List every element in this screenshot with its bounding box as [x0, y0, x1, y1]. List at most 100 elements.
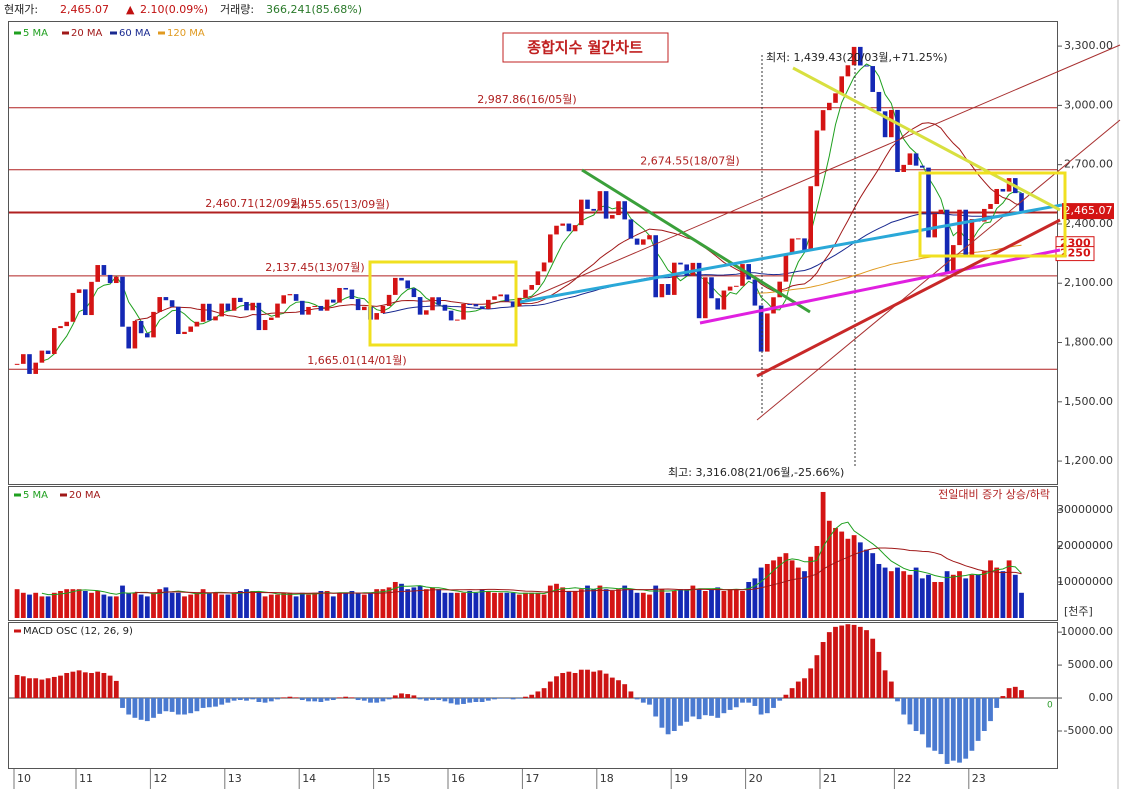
candle: [591, 208, 596, 211]
macd-bar: [244, 698, 249, 701]
volume-bar: [467, 590, 473, 618]
volume-bar: [51, 592, 57, 618]
volume-bar: [733, 589, 739, 618]
macd-bar: [523, 696, 528, 699]
macd-bar: [1000, 696, 1006, 699]
macd-bar: [988, 698, 993, 722]
candle: [411, 288, 417, 298]
candle: [765, 313, 770, 352]
volume-bar: [64, 589, 70, 618]
macd-bar: [151, 698, 156, 718]
volume-bar: [182, 596, 187, 618]
candle: [169, 300, 175, 307]
candle: [988, 203, 993, 209]
volume-bar: [442, 592, 448, 618]
macd-bar: [411, 695, 417, 699]
volume-bar: [603, 589, 609, 618]
x-tick-label: 17: [525, 772, 539, 785]
macd-bar: [585, 669, 590, 699]
candle: [616, 201, 621, 216]
candle: [808, 186, 813, 251]
volume-bar: [498, 592, 504, 618]
candle: [21, 354, 26, 364]
candle: [684, 264, 689, 276]
volume-bar: [175, 592, 181, 618]
macd-bar: [386, 698, 392, 700]
candle: [126, 326, 131, 349]
macd-bar: [45, 678, 51, 699]
highlight-box: [368, 260, 518, 347]
candle: [802, 238, 807, 251]
plot: 1,200.00 1,500.00 1,800.00 2,100.00 2,400.00…: [9, 28, 1114, 789]
candle: [337, 287, 342, 303]
macd-bar: [82, 672, 88, 699]
candle: [176, 306, 181, 335]
candle: [58, 326, 63, 329]
candle: [579, 199, 584, 226]
macd-bar: [485, 698, 491, 701]
volume-label: 거래량:: [220, 3, 254, 16]
y-tick-label: 10000.00: [1061, 625, 1114, 638]
moving-average-line: [134, 547, 1022, 594]
candle: [529, 285, 534, 290]
candle: [560, 223, 565, 226]
legend-label: 5 MA: [23, 490, 48, 501]
candle: [244, 302, 249, 311]
candle: [907, 153, 913, 165]
macd-bar: [175, 698, 181, 715]
candle: [672, 262, 677, 295]
macd-bar: [1006, 688, 1012, 699]
volume-bar: [715, 587, 721, 618]
volume-bar: [634, 592, 640, 618]
candle: [461, 303, 466, 320]
volume-bar: [591, 589, 597, 618]
y-tick-label: 0.00: [1089, 691, 1114, 704]
x-tick-label: 14: [302, 772, 316, 785]
candle: [498, 294, 503, 297]
candle: [182, 331, 187, 335]
volume-bar: [864, 549, 869, 618]
candle: [479, 306, 485, 309]
macd-bar: [417, 698, 423, 700]
volume-bar: [684, 589, 690, 618]
volume-bar: [188, 594, 194, 618]
candle: [622, 201, 627, 220]
macd-bar: [430, 698, 435, 701]
volume-bar: [293, 596, 299, 618]
volume-bar: [361, 594, 367, 618]
price-tag-box: [1062, 203, 1114, 220]
candle: [628, 219, 634, 239]
candle: [727, 286, 733, 291]
candle: [188, 326, 193, 332]
volume-bar: [876, 563, 882, 618]
candle: [994, 188, 999, 204]
macd-bar: [101, 672, 107, 699]
volume-bar: [802, 571, 807, 618]
candle: [585, 199, 590, 209]
candle: [882, 111, 888, 138]
y-tick-label: 5000.00: [1068, 658, 1114, 671]
macd-bar: [957, 698, 962, 763]
volume-bar: [349, 590, 355, 618]
candle: [250, 302, 255, 311]
volume-bar: [622, 585, 628, 618]
volume-bar: [758, 567, 764, 618]
volume-bar: [237, 590, 243, 618]
macd-bar: [361, 698, 367, 701]
volume-bar: [504, 592, 510, 618]
macd-bar: [752, 698, 758, 706]
candle: [690, 262, 696, 276]
macd-bar: [237, 698, 243, 701]
candle: [876, 91, 882, 112]
candle: [194, 321, 200, 327]
macd-bar: [504, 698, 510, 699]
macd-bar: [640, 698, 646, 703]
candle: [678, 262, 683, 265]
macd-frame: [8, 622, 1058, 769]
reference-label: 2,674.55(18/07월): [640, 155, 739, 168]
volume-bar: [795, 567, 801, 618]
volume-bar: [1006, 560, 1012, 618]
candle: [783, 253, 789, 282]
candle: [107, 274, 113, 284]
x-tick-label: 10: [17, 772, 31, 785]
